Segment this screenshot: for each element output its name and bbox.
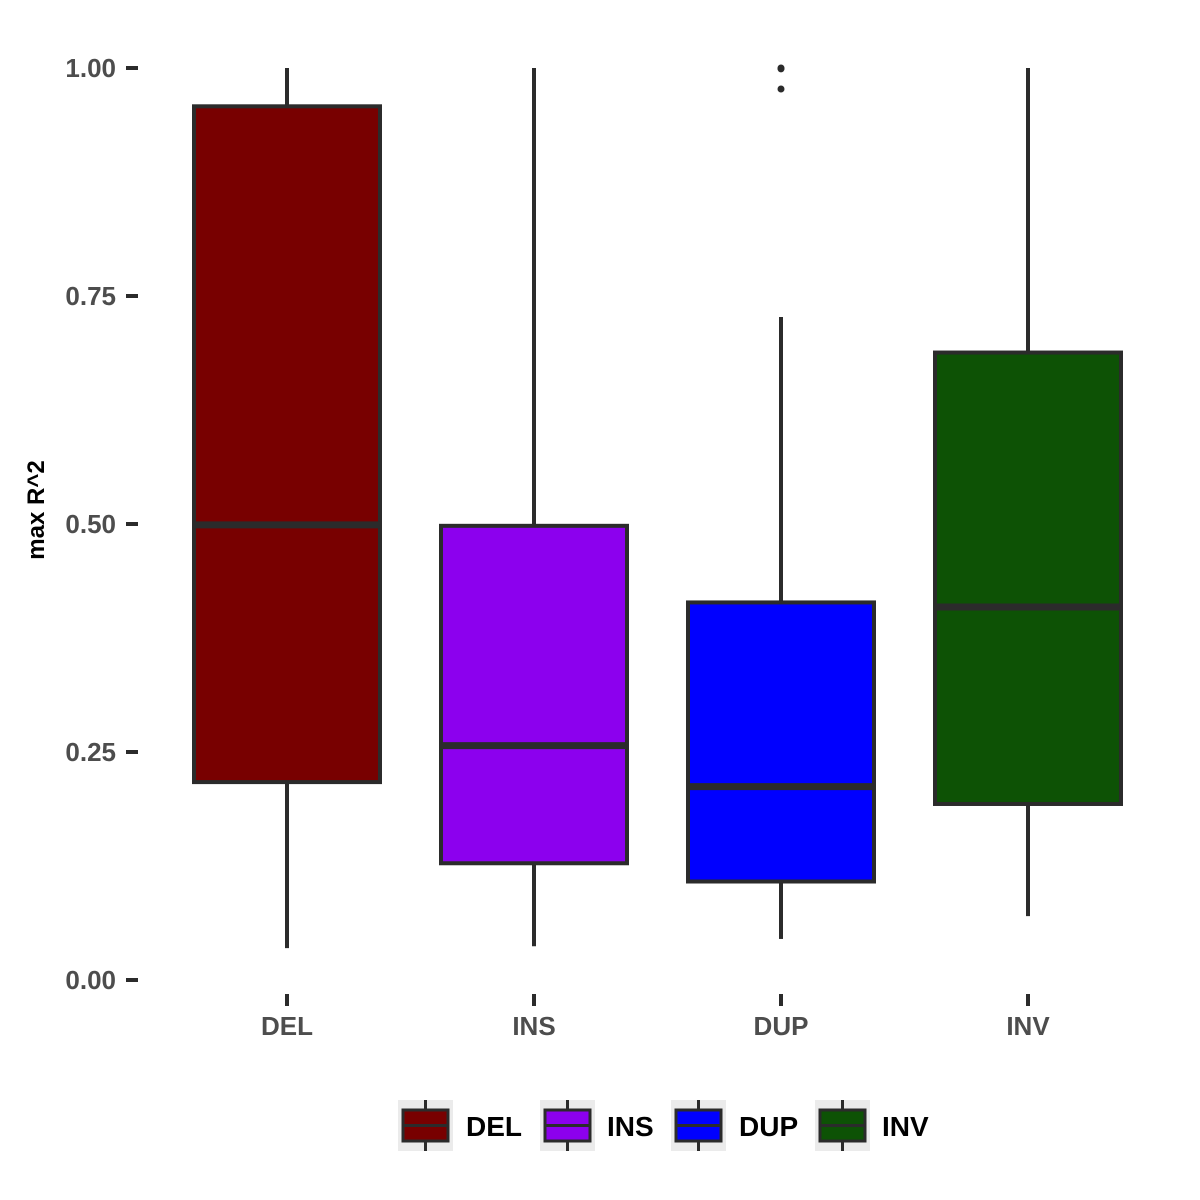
x-axis: DEL INS DUP INV	[261, 994, 1050, 1041]
x-tick-label: DEL	[261, 1011, 313, 1041]
boxes	[192, 64, 1123, 949]
box-ins	[439, 68, 629, 947]
box-dup	[686, 64, 876, 939]
box-rect	[439, 523, 629, 866]
legend-item-ins: INS	[540, 1100, 654, 1151]
y-tick-label: 0.25	[65, 737, 116, 767]
y-axis: 0.00 0.25 0.50 0.75 1.00	[65, 53, 138, 995]
box-rect	[192, 104, 382, 785]
y-tick-label: 1.00	[65, 53, 116, 83]
y-tick-label: 0.00	[65, 965, 116, 995]
x-tick-label: INV	[1006, 1011, 1050, 1041]
legend-label: DEL	[466, 1111, 522, 1142]
y-axis-title: max R^2	[23, 460, 50, 559]
box-rect	[686, 600, 876, 884]
legend-label: DUP	[739, 1111, 798, 1142]
x-tick-label: DUP	[754, 1011, 809, 1041]
legend-label: INV	[882, 1111, 929, 1142]
legend-item-dup: DUP	[671, 1100, 798, 1151]
outlier-point	[777, 64, 785, 72]
x-tick-label: INS	[512, 1011, 555, 1041]
y-tick-label: 0.75	[65, 281, 116, 311]
y-tick-label: 0.50	[65, 509, 116, 539]
outlier-point	[777, 85, 785, 93]
box-inv	[933, 68, 1123, 917]
legend-item-inv: INV	[815, 1100, 929, 1151]
legend: DEL INS DUP INV	[398, 1100, 929, 1151]
box-del	[192, 68, 382, 949]
box-rect	[933, 350, 1123, 806]
legend-item-del: DEL	[398, 1100, 522, 1151]
legend-label: INS	[607, 1111, 654, 1142]
